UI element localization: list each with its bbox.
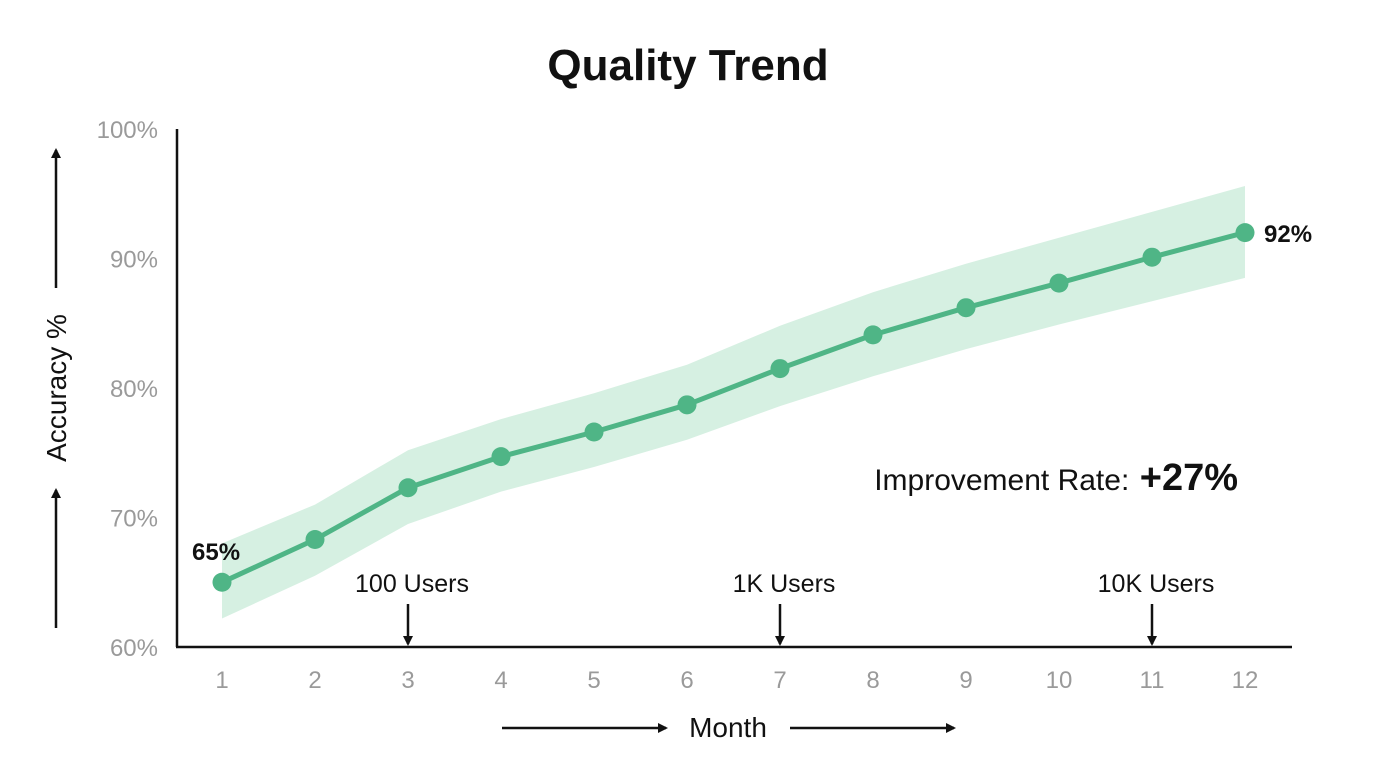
x-axis-label-group: Month — [502, 712, 956, 743]
y-tick-label: 80% — [110, 376, 158, 403]
milestone-label: 10K Users — [1098, 570, 1215, 598]
y-tick-labels: 60% 70% 80% 90% 100% — [97, 117, 158, 662]
y-tick-label: 90% — [110, 247, 158, 274]
y-axis-label-group: Accuracy % — [41, 148, 72, 628]
x-tick-labels: 1 2 3 4 5 6 7 8 9 10 11 12 — [215, 667, 1258, 694]
data-point — [863, 325, 883, 345]
x-tick-label: 2 — [308, 667, 321, 694]
data-point — [1235, 223, 1255, 243]
x-tick-label: 3 — [401, 667, 414, 694]
y-tick-label: 60% — [110, 635, 158, 662]
x-tick-label: 11 — [1140, 667, 1165, 694]
y-axis-label: Accuracy % — [41, 314, 72, 462]
milestone-label: 1K Users — [733, 570, 836, 598]
start-value-label: 65% — [192, 539, 240, 566]
data-point — [305, 530, 325, 550]
data-point — [956, 298, 976, 318]
improvement-rate: Improvement Rate: +27% — [874, 457, 1238, 499]
chart-title: Quality Trend — [547, 41, 828, 90]
x-tick-label: 10 — [1046, 667, 1073, 694]
x-tick-label: 12 — [1232, 667, 1259, 694]
x-tick-label: 7 — [773, 667, 786, 694]
confidence-band — [222, 186, 1245, 619]
data-point — [770, 359, 790, 379]
accuracy-series-line — [219, 230, 1248, 585]
data-points — [212, 223, 1255, 592]
improvement-rate-value: +27% — [1140, 457, 1238, 499]
data-point — [398, 478, 418, 498]
end-value-label: 92% — [1264, 221, 1312, 248]
x-tick-label: 6 — [680, 667, 693, 694]
y-tick-label: 100% — [97, 117, 158, 144]
data-point — [1142, 247, 1162, 267]
data-point — [212, 572, 232, 592]
y-tick-label: 70% — [110, 506, 158, 533]
data-point — [491, 447, 511, 467]
x-tick-label: 4 — [494, 667, 507, 694]
data-point — [1049, 273, 1069, 293]
milestone-annotations: 100 Users 1K Users 10K Users — [355, 570, 1215, 646]
x-tick-label: 9 — [959, 667, 972, 694]
improvement-rate-label: Improvement Rate: — [874, 464, 1129, 497]
milestone-label: 100 Users — [355, 570, 469, 598]
x-tick-label: 5 — [587, 667, 600, 694]
x-axis-label: Month — [689, 712, 767, 743]
data-point — [584, 422, 604, 442]
x-tick-label: 1 — [215, 667, 228, 694]
data-point — [677, 395, 697, 415]
x-tick-label: 8 — [866, 667, 879, 694]
